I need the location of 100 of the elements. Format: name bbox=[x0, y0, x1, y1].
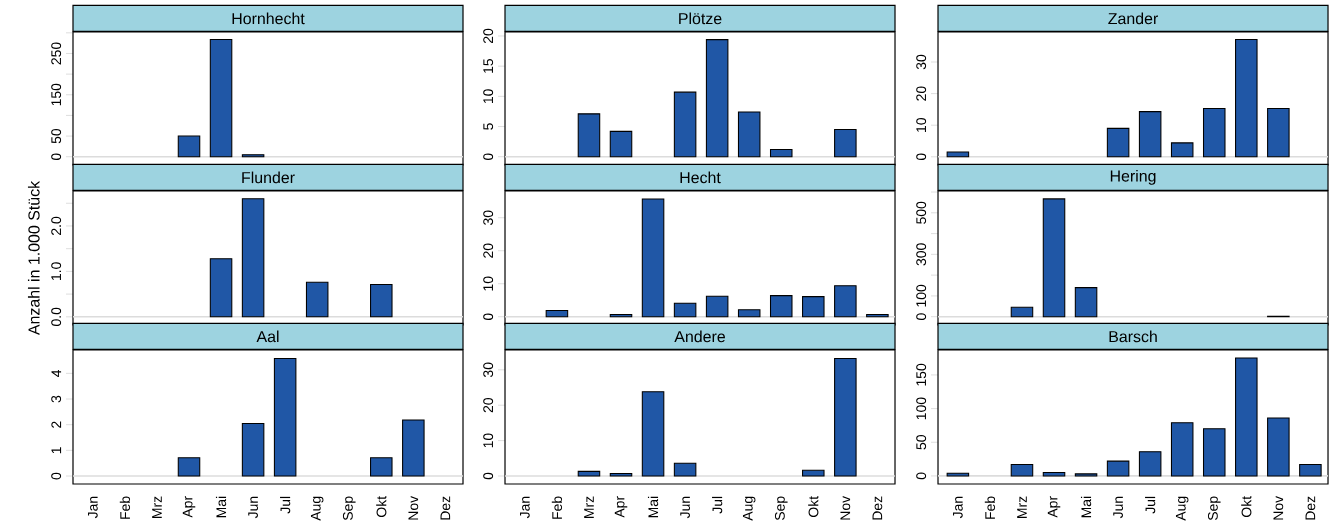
y-tick-label: 0 bbox=[916, 153, 927, 161]
y-tick-label: 0 bbox=[483, 153, 494, 161]
bar bbox=[241, 154, 265, 158]
y-tick-label: 0 bbox=[483, 313, 494, 321]
y-tick-label: 250 bbox=[51, 42, 62, 65]
bar bbox=[1138, 111, 1162, 158]
y-tick-label: 1 bbox=[51, 447, 62, 454]
bar bbox=[737, 111, 761, 158]
y-tick-label: 150 bbox=[916, 363, 927, 386]
x-tick-label: Sep bbox=[342, 496, 356, 521]
bar bbox=[834, 129, 857, 158]
y-tick-label: 20 bbox=[483, 243, 494, 258]
bar bbox=[177, 135, 201, 158]
bar bbox=[241, 422, 265, 477]
x-tick-label: Dez bbox=[872, 496, 883, 520]
x-tick-label: Jul bbox=[1145, 496, 1156, 514]
y-tick-label: 20 bbox=[916, 86, 927, 101]
x-tick-label: Dez bbox=[440, 496, 451, 520]
x-tick-label: Apr bbox=[182, 496, 196, 518]
y-tick-label: 100 bbox=[916, 397, 927, 420]
x-tick-label: Okt bbox=[1241, 496, 1252, 517]
chart-title: Hornhecht bbox=[232, 12, 305, 25]
x-tick-label: Nov bbox=[1273, 495, 1284, 520]
bar bbox=[641, 391, 665, 477]
y-tick-label: 30 bbox=[916, 54, 927, 70]
bar bbox=[834, 357, 857, 477]
bar bbox=[609, 472, 633, 477]
bar bbox=[737, 309, 761, 318]
y-tick-label: 1.0 bbox=[51, 262, 62, 281]
bar bbox=[705, 295, 729, 318]
bar bbox=[609, 130, 633, 158]
bar bbox=[305, 281, 329, 318]
bar bbox=[370, 284, 393, 318]
y-tick-label: 0 bbox=[916, 472, 927, 480]
x-tick-label: Aug bbox=[742, 496, 756, 521]
x-tick-label: Jan bbox=[520, 496, 530, 519]
y-tick-label: 4 bbox=[51, 369, 62, 377]
chart-title: Flunder bbox=[242, 171, 295, 184]
y-tick-label: 50 bbox=[51, 128, 62, 144]
y-tick-label: 50 bbox=[916, 435, 927, 450]
bar bbox=[1074, 287, 1098, 318]
bar bbox=[273, 357, 297, 477]
bar bbox=[1170, 422, 1194, 477]
x-tick-label: Mai bbox=[215, 496, 227, 518]
bar bbox=[1010, 463, 1034, 477]
x-tick-label: Jun bbox=[1113, 496, 1123, 519]
x-tick-label: Jul bbox=[280, 496, 291, 514]
x-tick-label: Sep bbox=[774, 496, 788, 521]
bar bbox=[545, 309, 569, 318]
x-tick-label: Feb bbox=[119, 496, 131, 519]
bar bbox=[1170, 142, 1194, 158]
y-tick-label: 0 bbox=[51, 472, 62, 480]
bar bbox=[209, 258, 233, 318]
bar bbox=[769, 295, 793, 318]
bar bbox=[802, 296, 825, 318]
x-tick-label: Apr bbox=[614, 496, 628, 518]
y-tick-label: 20 bbox=[483, 398, 494, 413]
bar bbox=[1235, 357, 1258, 477]
x-tick-label: Nov bbox=[840, 495, 851, 520]
y-tick-label: 0.0 bbox=[51, 307, 62, 326]
y-tick-label: 10 bbox=[916, 117, 927, 132]
y-tick-label: 2 bbox=[51, 421, 62, 428]
y-tick-label: 20 bbox=[483, 28, 494, 44]
y-tick-label: 30 bbox=[483, 362, 494, 378]
chart-title: Aal bbox=[256, 330, 279, 343]
bar bbox=[577, 470, 601, 477]
y-tick-label: 3 bbox=[51, 395, 62, 403]
bar bbox=[1106, 127, 1130, 158]
bar bbox=[1202, 107, 1226, 158]
x-tick-label: Okt bbox=[376, 496, 387, 517]
y-tick-label: 300 bbox=[916, 243, 927, 266]
bar bbox=[1267, 107, 1290, 158]
x-tick-label: Apr bbox=[1047, 496, 1061, 518]
bar bbox=[370, 457, 393, 477]
y-tick-label: 0 bbox=[916, 313, 927, 321]
bar bbox=[577, 113, 601, 158]
x-tick-label: Okt bbox=[808, 496, 819, 517]
bar bbox=[946, 151, 970, 158]
y-tick-label: 500 bbox=[916, 201, 927, 224]
bar bbox=[946, 472, 970, 477]
y-tick-label: 100 bbox=[916, 284, 927, 307]
bar bbox=[1267, 417, 1290, 477]
bar bbox=[1106, 460, 1130, 477]
bar bbox=[673, 302, 697, 318]
y-axis-title: Anzahl in 1.000 Stück bbox=[27, 180, 40, 336]
bar bbox=[177, 457, 201, 477]
bar bbox=[402, 419, 425, 477]
x-tick-label: Mrz bbox=[1017, 496, 1027, 519]
bar bbox=[1299, 463, 1322, 477]
bar bbox=[1010, 306, 1034, 318]
x-tick-label: Jun bbox=[680, 496, 690, 519]
x-tick-label: Mai bbox=[647, 496, 659, 518]
chart-title: Hecht bbox=[680, 171, 721, 184]
bar bbox=[802, 469, 825, 477]
bar bbox=[241, 198, 265, 318]
x-tick-label: Mai bbox=[1080, 496, 1092, 518]
x-tick-label: Sep bbox=[1207, 496, 1221, 521]
x-tick-label: Jan bbox=[953, 496, 963, 519]
x-tick-label: Aug bbox=[1175, 496, 1189, 521]
bar bbox=[769, 148, 793, 158]
